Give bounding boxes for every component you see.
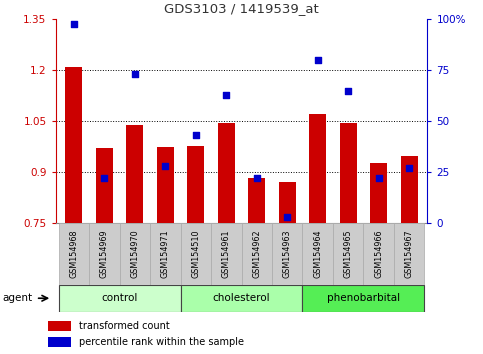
Bar bbox=[248, 178, 265, 223]
Text: cholesterol: cholesterol bbox=[213, 293, 270, 303]
Text: transformed count: transformed count bbox=[79, 321, 170, 331]
Point bbox=[131, 72, 139, 77]
Bar bbox=[370, 162, 387, 223]
Text: phenobarbital: phenobarbital bbox=[327, 293, 400, 303]
Bar bbox=[302, 285, 425, 312]
Bar bbox=[120, 223, 150, 285]
Bar bbox=[394, 223, 425, 285]
Bar bbox=[187, 146, 204, 223]
Point bbox=[284, 214, 291, 220]
Point bbox=[405, 165, 413, 171]
Bar bbox=[340, 123, 356, 223]
Bar bbox=[309, 114, 326, 223]
Text: GSM154510: GSM154510 bbox=[191, 230, 200, 278]
Bar bbox=[127, 125, 143, 223]
Point bbox=[222, 92, 230, 98]
Text: GSM154971: GSM154971 bbox=[161, 230, 170, 278]
Bar bbox=[181, 223, 211, 285]
Text: control: control bbox=[101, 293, 138, 303]
Point bbox=[253, 176, 261, 181]
Bar bbox=[211, 223, 242, 285]
Title: GDS3103 / 1419539_at: GDS3103 / 1419539_at bbox=[164, 2, 319, 16]
Point bbox=[100, 176, 108, 181]
Bar bbox=[58, 285, 181, 312]
Text: GSM154969: GSM154969 bbox=[100, 230, 109, 278]
Text: GSM154963: GSM154963 bbox=[283, 230, 292, 278]
Point bbox=[192, 133, 199, 138]
Bar bbox=[218, 123, 235, 223]
Text: GSM154966: GSM154966 bbox=[374, 230, 383, 278]
Text: GSM154961: GSM154961 bbox=[222, 230, 231, 278]
Bar bbox=[66, 67, 82, 223]
Point bbox=[344, 88, 352, 93]
Bar bbox=[363, 223, 394, 285]
Bar bbox=[96, 148, 113, 223]
Text: percentile rank within the sample: percentile rank within the sample bbox=[79, 337, 244, 347]
Bar bbox=[181, 285, 302, 312]
Text: agent: agent bbox=[2, 293, 32, 303]
Bar bbox=[272, 223, 302, 285]
Bar bbox=[401, 156, 417, 223]
Bar bbox=[302, 223, 333, 285]
Text: GSM154968: GSM154968 bbox=[70, 230, 78, 278]
Bar bbox=[279, 182, 296, 223]
Text: GSM154970: GSM154970 bbox=[130, 230, 139, 278]
Bar bbox=[48, 321, 71, 331]
Bar bbox=[242, 223, 272, 285]
Bar bbox=[48, 337, 71, 347]
Bar bbox=[150, 223, 181, 285]
Bar bbox=[58, 223, 89, 285]
Bar bbox=[89, 223, 120, 285]
Point bbox=[375, 176, 383, 181]
Text: GSM154967: GSM154967 bbox=[405, 230, 413, 278]
Text: GSM154962: GSM154962 bbox=[252, 230, 261, 278]
Point bbox=[70, 21, 78, 27]
Point bbox=[161, 163, 169, 169]
Text: GSM154965: GSM154965 bbox=[344, 230, 353, 278]
Text: GSM154964: GSM154964 bbox=[313, 230, 322, 278]
Point bbox=[314, 57, 322, 63]
Bar bbox=[157, 147, 174, 223]
Bar bbox=[333, 223, 363, 285]
